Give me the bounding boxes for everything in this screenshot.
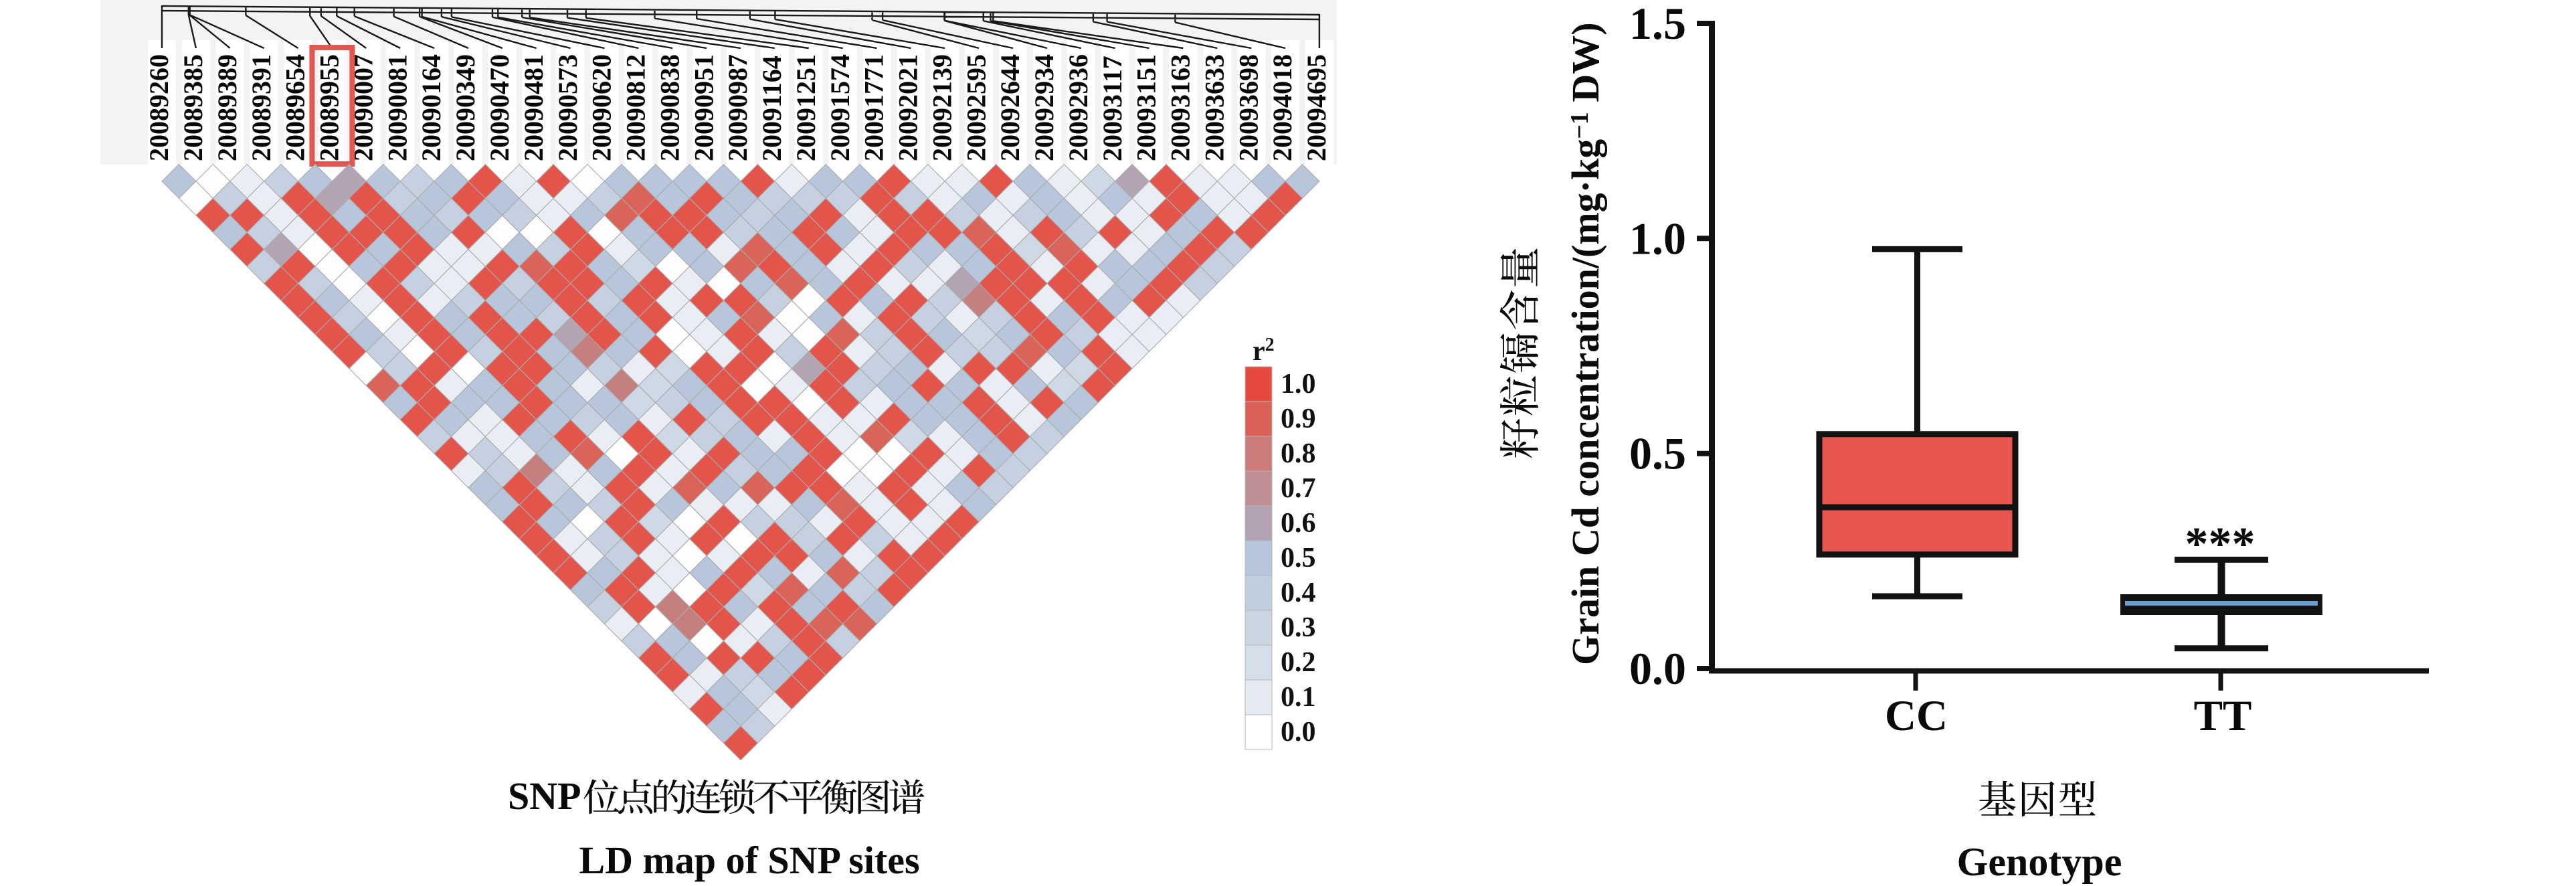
svg-text:20093163: 20093163 xyxy=(1166,54,1196,161)
svg-text:20092644: 20092644 xyxy=(995,54,1025,161)
svg-text:CC: CC xyxy=(1885,692,1948,740)
svg-text:20090573: 20090573 xyxy=(553,54,583,161)
svg-text:0.8: 0.8 xyxy=(1281,438,1316,469)
svg-text:20091771: 20091771 xyxy=(859,54,889,161)
svg-text:0.0: 0.0 xyxy=(1281,717,1316,747)
svg-text:0.2: 0.2 xyxy=(1281,647,1316,678)
svg-text:20092595: 20092595 xyxy=(961,54,991,161)
svg-text:20089391: 20089391 xyxy=(246,54,276,161)
svg-text:20092139: 20092139 xyxy=(927,54,957,161)
svg-text:20090838: 20090838 xyxy=(654,54,684,161)
svg-text:20092021: 20092021 xyxy=(893,54,923,161)
svg-text:Genotype: Genotype xyxy=(1957,840,2122,884)
svg-text:***: *** xyxy=(2185,519,2256,570)
svg-text:20093633: 20093633 xyxy=(1199,54,1229,161)
svg-text:0.7: 0.7 xyxy=(1281,473,1316,504)
svg-text:20094018: 20094018 xyxy=(1267,54,1297,161)
svg-text:20090470: 20090470 xyxy=(484,54,515,161)
svg-text:0.3: 0.3 xyxy=(1281,612,1316,643)
svg-text:20093117: 20093117 xyxy=(1097,56,1127,161)
svg-text:20090951: 20090951 xyxy=(688,54,719,161)
svg-text:20089389: 20089389 xyxy=(212,54,242,161)
svg-text:20094695: 20094695 xyxy=(1301,54,1331,161)
svg-text:SNP: SNP xyxy=(508,774,581,818)
svg-text:TT: TT xyxy=(2194,692,2252,740)
svg-text:20089260: 20089260 xyxy=(144,54,174,161)
svg-text:1.0: 1.0 xyxy=(1281,369,1316,400)
svg-text:20090481: 20090481 xyxy=(519,54,549,161)
svg-text:20090349: 20090349 xyxy=(450,54,480,161)
svg-text:0.4: 0.4 xyxy=(1281,578,1316,608)
svg-text:20089955: 20089955 xyxy=(314,54,345,161)
svg-text:20091251: 20091251 xyxy=(791,54,821,161)
svg-text:20093698: 20093698 xyxy=(1233,54,1263,161)
svg-text:20090081: 20090081 xyxy=(382,54,412,161)
svg-text:20091574: 20091574 xyxy=(825,54,855,161)
svg-text:1.5: 1.5 xyxy=(1629,0,1686,49)
svg-text:0.0: 0.0 xyxy=(1629,643,1686,694)
svg-text:1.0: 1.0 xyxy=(1629,213,1686,264)
svg-text:20089654: 20089654 xyxy=(280,54,310,161)
svg-text:20091164: 20091164 xyxy=(757,56,787,161)
svg-text:20092936: 20092936 xyxy=(1063,54,1093,161)
svg-text:Grain Cd concentration/(mg·kg−: Grain Cd concentration/(mg·kg−1 DW) xyxy=(1564,22,1607,665)
svg-text:LD map of SNP sites: LD map of SNP sites xyxy=(579,838,919,882)
svg-text:20092934: 20092934 xyxy=(1029,54,1059,161)
svg-text:0.5: 0.5 xyxy=(1281,543,1316,573)
svg-text:20090164: 20090164 xyxy=(416,54,446,161)
svg-text:20089385: 20089385 xyxy=(178,54,208,161)
svg-text:20090620: 20090620 xyxy=(587,54,617,161)
svg-text:20093151: 20093151 xyxy=(1131,54,1162,161)
svg-text:20090987: 20090987 xyxy=(723,54,753,161)
svg-text:0.9: 0.9 xyxy=(1281,404,1316,434)
svg-text:20090812: 20090812 xyxy=(620,54,650,161)
svg-text:0.6: 0.6 xyxy=(1281,508,1316,539)
svg-text:0.1: 0.1 xyxy=(1281,682,1316,713)
svg-text:0.5: 0.5 xyxy=(1629,428,1686,479)
